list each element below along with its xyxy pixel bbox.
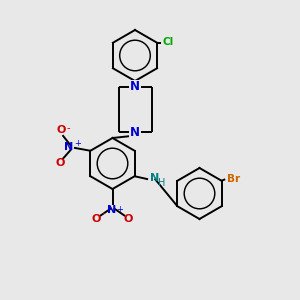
- Text: Br: Br: [227, 174, 240, 184]
- Text: N: N: [150, 173, 159, 183]
- Text: O: O: [91, 214, 100, 224]
- Text: Cl: Cl: [163, 37, 174, 46]
- Text: N: N: [130, 80, 140, 94]
- Text: O: O: [123, 214, 133, 224]
- Text: +: +: [116, 205, 123, 214]
- Text: -: -: [66, 124, 70, 134]
- Text: N: N: [64, 142, 74, 152]
- Text: H: H: [158, 178, 165, 188]
- Text: -: -: [101, 208, 105, 218]
- Text: O: O: [57, 125, 66, 135]
- Text: N: N: [107, 205, 116, 215]
- Text: O: O: [56, 158, 65, 168]
- Text: +: +: [74, 139, 81, 148]
- Text: N: N: [130, 125, 140, 139]
